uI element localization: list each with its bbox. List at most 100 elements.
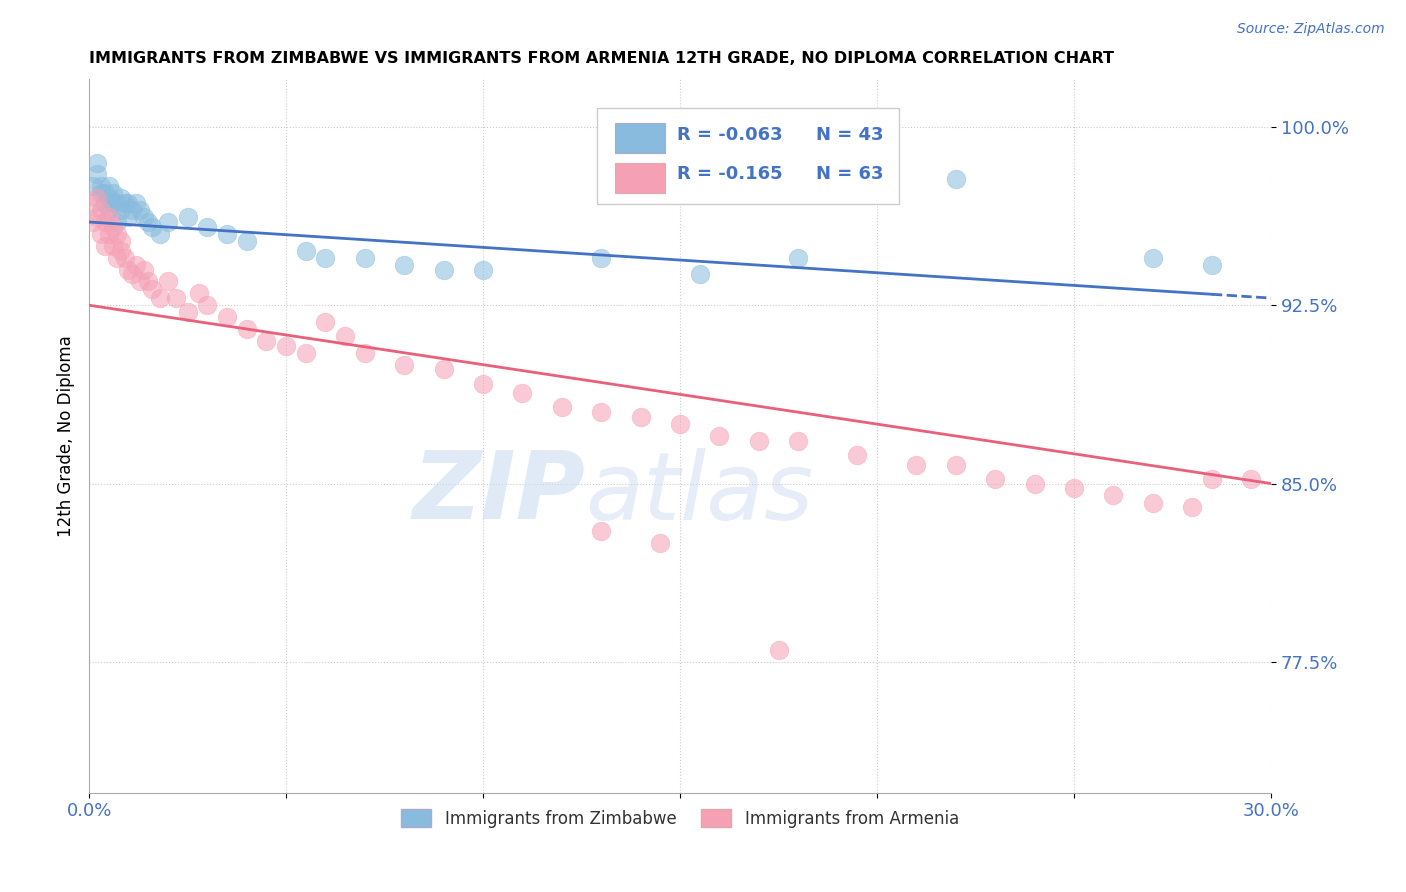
Point [86,191,108,205]
Point [176,211,198,225]
Point [156,215,179,229]
Point [512,386,534,401]
Point [1063,481,1085,495]
Point [905,458,928,472]
Point [650,536,672,550]
Point [94,196,117,211]
Point [121,268,143,282]
Point [669,417,692,431]
Point [90,227,112,241]
Point [141,219,163,234]
FancyBboxPatch shape [598,108,898,204]
Point [105,215,128,229]
Point [117,196,139,211]
Point [149,291,172,305]
Point [768,643,790,657]
Point [117,211,139,225]
Point [114,196,136,211]
Point [110,244,132,258]
Point [274,338,297,352]
Point [630,409,652,424]
Point [215,227,238,241]
Point [110,191,132,205]
Point [433,362,456,376]
Point [156,275,179,289]
Point [82,179,104,194]
Point [136,215,159,229]
Point [254,334,277,348]
Point [1181,500,1204,515]
Point [97,203,120,218]
Point [82,196,104,211]
Point [105,227,128,241]
Point [94,186,117,201]
Point [1024,476,1046,491]
Point [195,298,218,312]
Text: Source: ZipAtlas.com: Source: ZipAtlas.com [1237,22,1385,37]
Point [1201,258,1223,272]
Text: ZIP: ZIP [412,447,585,539]
Point [748,434,770,448]
Text: R = -0.165: R = -0.165 [676,165,782,183]
Point [86,211,108,225]
Point [90,186,112,201]
Point [97,211,120,225]
FancyBboxPatch shape [614,123,665,153]
Point [94,215,117,229]
Point [129,203,152,218]
Point [314,315,336,329]
Point [90,179,112,194]
Point [787,251,810,265]
Point [195,219,218,234]
Point [97,179,120,194]
Text: R = -0.063: R = -0.063 [676,126,782,144]
Point [136,275,159,289]
Point [945,172,967,186]
Point [129,275,152,289]
Point [94,239,117,253]
Point [105,196,128,211]
Point [101,186,124,201]
Text: atlas: atlas [585,448,814,539]
Point [394,358,416,372]
Point [335,329,357,343]
Legend: Immigrants from Zimbabwe, Immigrants from Armenia: Immigrants from Zimbabwe, Immigrants fro… [395,803,966,834]
Point [125,196,148,211]
Point [591,251,613,265]
Point [433,262,456,277]
Point [591,405,613,419]
Point [709,429,731,443]
Point [134,211,156,225]
Point [689,268,711,282]
Point [101,239,124,253]
Text: N = 43: N = 43 [815,126,883,144]
Point [1240,472,1263,486]
Point [105,251,128,265]
Point [97,227,120,241]
Point [110,203,132,218]
Y-axis label: 12th Grade, No Diploma: 12th Grade, No Diploma [58,335,75,537]
Point [101,196,124,211]
Point [121,203,143,218]
Text: N = 63: N = 63 [815,165,883,183]
Point [984,472,1007,486]
Point [90,203,112,218]
Point [110,234,132,248]
Point [86,155,108,169]
Point [354,251,377,265]
Point [125,258,148,272]
Point [141,282,163,296]
Point [551,401,574,415]
Point [1201,472,1223,486]
Point [294,345,316,359]
Point [394,258,416,272]
Point [176,305,198,319]
Point [215,310,238,325]
Point [82,215,104,229]
Point [1142,251,1164,265]
Point [114,251,136,265]
Point [294,244,316,258]
Point [134,262,156,277]
Point [846,448,869,462]
Point [1142,495,1164,509]
